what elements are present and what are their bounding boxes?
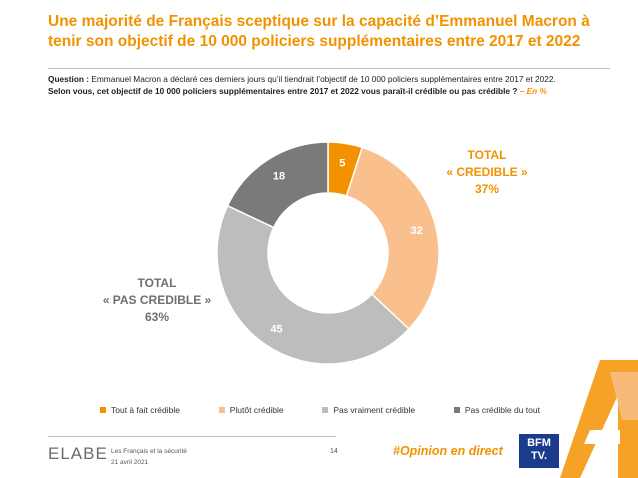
- question-label: Question :: [48, 74, 90, 84]
- donut-label-4: 18: [273, 171, 285, 183]
- legend-swatch-1: [100, 407, 106, 413]
- bfm-logo-text: BFM: [527, 437, 551, 449]
- total-credible: TOTAL « CREDIBLE » 37%: [432, 147, 542, 198]
- question-text: Emmanuel Macron a déclaré ces derniers j…: [91, 74, 556, 84]
- total-credible-line2: « CREDIBLE »: [446, 165, 528, 179]
- deco-bar-shape: [584, 430, 620, 444]
- deco-light-shape: [610, 372, 638, 420]
- legend-item-1: Tout à fait crédible: [100, 405, 180, 415]
- total-pas-credible: TOTAL « PAS CREDIBLE » 63%: [92, 275, 222, 326]
- donut-label-1: 5: [339, 158, 345, 170]
- footer-divider: [48, 436, 336, 437]
- page-title: Une majorité de Français sceptique sur l…: [48, 13, 590, 50]
- total-pas-line2: « PAS CREDIBLE »: [102, 293, 212, 307]
- footer-date: 21 avril 2021: [111, 459, 149, 466]
- legend-label-4: Pas crédible du tout: [464, 405, 540, 415]
- legend-item-2: Plutôt crédible: [218, 405, 284, 415]
- legend-item-4: Pas crédible du tout: [453, 405, 540, 415]
- legend-swatch-2: [218, 407, 225, 413]
- donut-slice-4: [226, 141, 329, 229]
- donut-label-2: 32: [411, 225, 423, 237]
- elabe-logo: ELABE: [48, 444, 108, 463]
- legend-label-3: Pas vraiment crédible: [333, 405, 416, 415]
- legend-label-1: Tout à fait crédible: [111, 405, 180, 415]
- total-credible-line1: TOTAL: [467, 148, 507, 162]
- decorative-a-shape: [560, 360, 638, 478]
- total-pas-line1: TOTAL: [137, 276, 177, 290]
- question-unit: – En %: [517, 86, 547, 96]
- donut-slice-3: [216, 204, 410, 365]
- donut-slice-2: [345, 146, 440, 331]
- legend-swatch-3: [322, 407, 329, 413]
- chart-legend: Tout à fait crédible Plutôt crédible Pas v…: [100, 405, 540, 415]
- legend-label-2: Plutôt crédible: [229, 405, 284, 415]
- question-strong: Selon vous, cet objectif de 10 000 polic…: [48, 86, 518, 96]
- question-block: Question : Emmanuel Macron a déclaré ces…: [48, 73, 618, 97]
- legend-swatch-4: [453, 407, 460, 413]
- footer-study: Les Français et la sécurité: [111, 448, 187, 455]
- hashtag-opinion: #Opinion en direct: [393, 444, 503, 458]
- tv-logo-text: TV.: [530, 450, 548, 462]
- total-pas-value: 63%: [144, 310, 170, 324]
- bfmtv-logo: BFM TV.: [519, 434, 559, 468]
- page-number: 14: [330, 448, 338, 455]
- legend-item-3: Pas vraiment crédible: [322, 405, 415, 415]
- total-credible-value: 37%: [474, 182, 500, 196]
- donut-label-3: 45: [270, 324, 282, 336]
- title-divider: [48, 68, 610, 69]
